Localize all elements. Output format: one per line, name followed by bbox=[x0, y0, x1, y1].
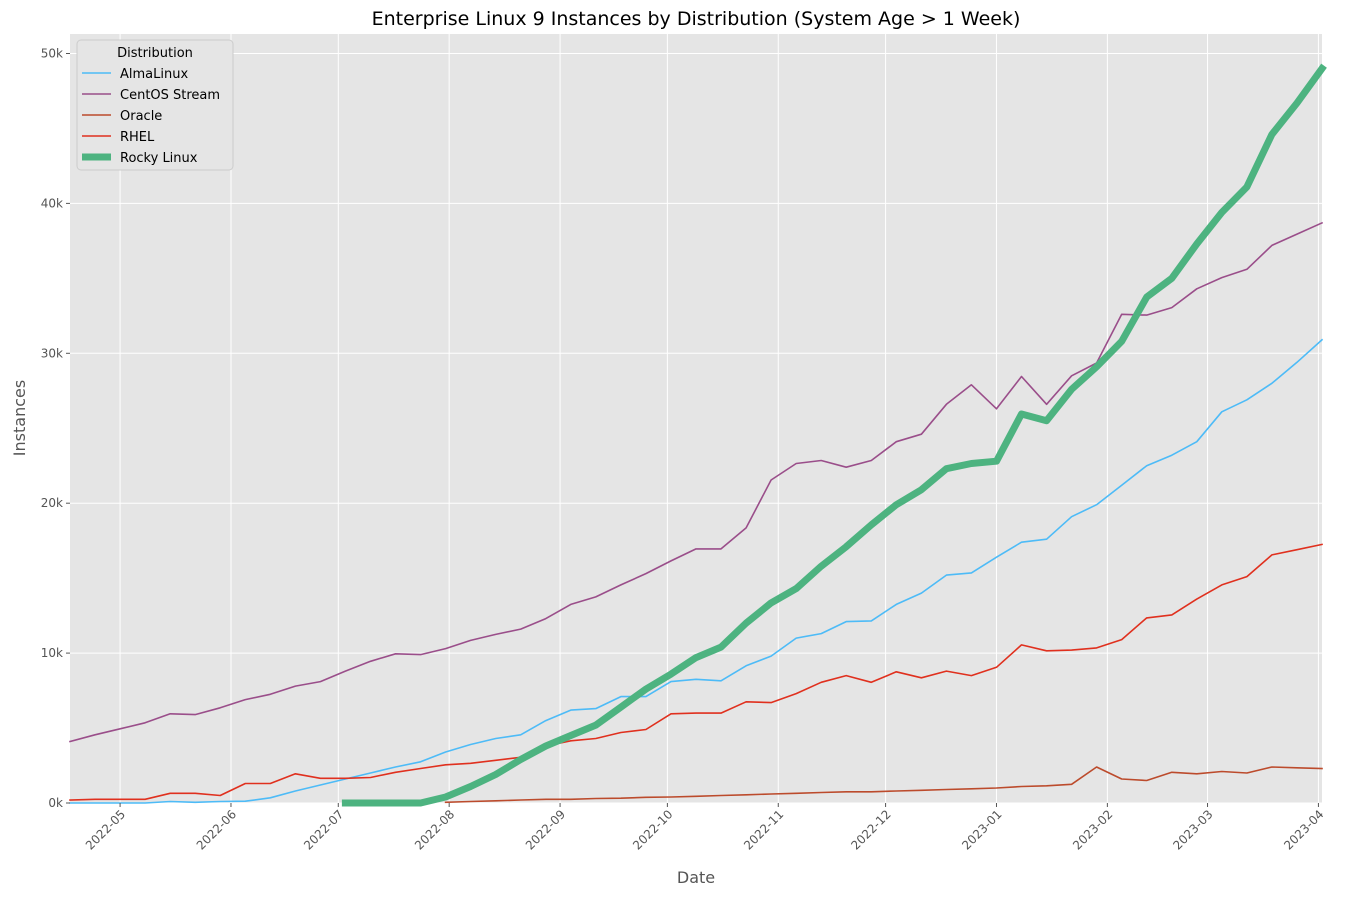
series-line-oracle bbox=[444, 766, 1323, 804]
plot-background bbox=[70, 34, 1322, 803]
x-axis-label: Date bbox=[677, 868, 715, 887]
series-line-rocky-linux bbox=[341, 63, 1327, 807]
y-tick-label: 30k bbox=[41, 346, 63, 360]
horizontal-gridlines bbox=[70, 52, 1322, 804]
x-tick-label: 2022-06 bbox=[194, 807, 239, 852]
y-axis-label: Instances bbox=[10, 380, 29, 456]
legend-label: CentOS Stream bbox=[120, 88, 220, 103]
x-tick-label: 2022-09 bbox=[523, 807, 568, 852]
legend-label: AlmaLinux bbox=[120, 67, 188, 82]
series-line-almalinux bbox=[69, 338, 1324, 804]
series-lines bbox=[69, 63, 1327, 807]
x-tick-label: 2023-01 bbox=[959, 807, 1004, 852]
x-axis-ticks: 2022-05 2022-06 2022-07 2022-08 2022-09 2022-… bbox=[83, 803, 1327, 853]
x-tick-label: 2022-07 bbox=[301, 807, 346, 852]
legend-label: RHEL bbox=[120, 130, 155, 145]
y-tick-label: 50k bbox=[41, 46, 63, 60]
x-tick-label: 2022-12 bbox=[848, 807, 893, 852]
y-tick-label: 40k bbox=[41, 196, 63, 210]
legend-box bbox=[76, 39, 234, 171]
y-axis-ticks: 0k 10k 20k 30k 40k 50k bbox=[41, 46, 70, 810]
x-tick-label: 2022-05 bbox=[83, 807, 128, 852]
chart-title: Enterprise Linux 9 Instances by Distribu… bbox=[372, 8, 1021, 30]
x-tick-label: 2022-08 bbox=[412, 807, 457, 852]
x-tick-label: 2023-03 bbox=[1170, 807, 1215, 852]
x-tick-label: 2022-10 bbox=[630, 807, 675, 852]
x-tick-label: 2023-02 bbox=[1070, 807, 1115, 852]
legend: Distribution AlmaLinux CentOS Stream Oracl… bbox=[76, 39, 234, 171]
y-tick-label: 10k bbox=[41, 646, 63, 660]
legend-label: Oracle bbox=[120, 109, 162, 124]
legend-title: Distribution bbox=[117, 46, 193, 61]
x-tick-label: 2023-04 bbox=[1281, 807, 1326, 852]
series-line-centos-stream bbox=[69, 221, 1324, 743]
y-tick-label: 0k bbox=[48, 796, 63, 810]
series-line-rhel bbox=[69, 543, 1323, 801]
y-tick-label: 20k bbox=[41, 496, 63, 510]
x-tick-label: 2022-11 bbox=[741, 807, 786, 852]
legend-label: Rocky Linux bbox=[120, 151, 198, 166]
legend-items: AlmaLinux CentOS Stream Oracle RHEL Rocky Li… bbox=[82, 67, 220, 166]
